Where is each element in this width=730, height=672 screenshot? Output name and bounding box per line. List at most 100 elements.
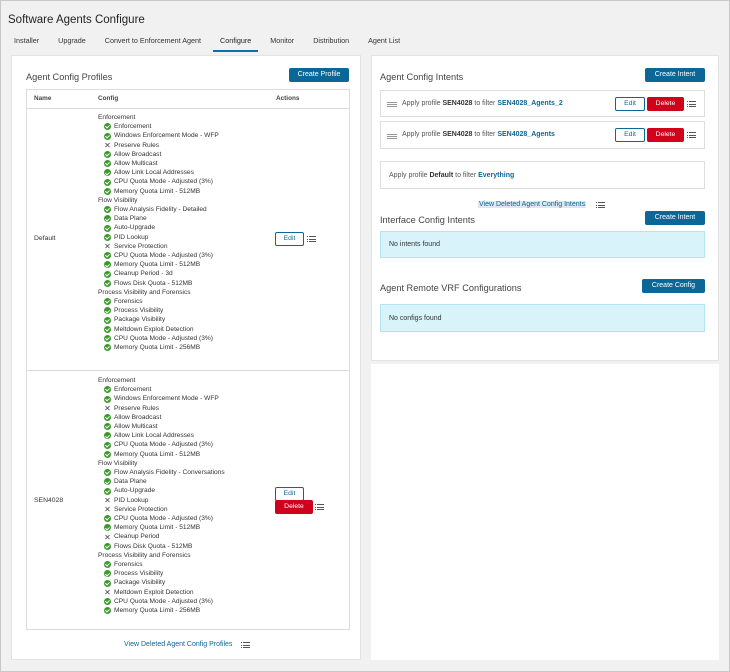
config-item-label: Allow Broadcast	[114, 413, 162, 421]
config-item-label: CPU Quota Mode - Adjusted (3%)	[114, 597, 213, 605]
config-section-title: Flow Visibility	[98, 196, 138, 204]
config-item: CPU Quota Mode - Adjusted (3%)	[98, 251, 219, 260]
config-item: CPU Quota Mode - Adjusted (3%)	[98, 177, 219, 186]
config-item: Allow Broadcast	[98, 413, 225, 422]
check-circle-icon	[104, 325, 111, 333]
check-circle-icon	[104, 386, 111, 394]
config-item: Memory Quota Limit - 512MB	[98, 187, 219, 196]
check-circle-icon	[104, 423, 111, 431]
config-item-label: Service Protection	[114, 505, 168, 513]
x-icon: ✕	[104, 241, 111, 251]
config-item-label: Memory Quota Limit - 256MB	[114, 344, 201, 352]
edit-profile-default-button[interactable]: Edit	[275, 232, 304, 246]
config-item: Package Visibility	[98, 315, 219, 324]
tab-configure[interactable]: Configure	[213, 36, 259, 52]
config-item-label: Auto-Upgrade	[114, 487, 156, 495]
check-circle-icon	[104, 298, 111, 306]
config-item: Enforcement	[98, 385, 225, 394]
config-item: Allow Multicast	[98, 422, 225, 431]
x-icon: ✕	[104, 495, 111, 505]
tab-upgrade[interactable]: Upgrade	[58, 36, 86, 45]
view-deleted-intents-link[interactable]: View Deleted Agent Config Intents	[478, 201, 587, 208]
config-item-label: Process Visibility	[114, 307, 164, 315]
check-circle-icon	[104, 279, 111, 287]
check-circle-icon	[104, 169, 111, 177]
create-intent-button[interactable]: Create Intent	[645, 68, 705, 82]
edit-intent-button[interactable]: Edit	[615, 97, 645, 111]
intent-menu-icon[interactable]	[687, 101, 696, 107]
config-item-label: Enforcement	[114, 123, 152, 131]
config-item: ✕ Preserve Rules	[98, 141, 219, 150]
view-deleted-profiles-label: View Deleted Agent Config Profiles	[124, 641, 233, 648]
config-item-label: CPU Quota Mode - Adjusted (3%)	[114, 252, 213, 260]
config-item-label: PID Lookup	[114, 233, 149, 241]
config-item-label: Allow Link Local Addresses	[114, 169, 194, 177]
config-item: Meltdown Exploit Detection	[98, 325, 219, 334]
create-profile-button[interactable]: Create Profile	[289, 68, 349, 82]
view-deleted-intents-label: View Deleted Agent Config Intents	[479, 201, 586, 208]
row-menu-icon[interactable]	[315, 504, 324, 510]
config-item-label: Package Visibility	[114, 316, 166, 324]
tab-monitor[interactable]: Monitor	[270, 36, 295, 45]
view-deleted-profiles-link[interactable]: View Deleted Agent Config Profiles	[124, 641, 232, 648]
config-item-label: Flows Disk Quota - 512MB	[114, 279, 193, 287]
default-intent: Apply profile Default to filter Everythi…	[380, 161, 705, 189]
check-circle-icon	[104, 132, 111, 140]
tab-installer[interactable]: Installer	[14, 36, 40, 45]
drag-handle-icon[interactable]	[387, 102, 397, 107]
config-item: Enforcement	[98, 122, 219, 131]
config-item: Auto-Upgrade	[98, 486, 225, 495]
config-item: ✕ Service Protection	[98, 505, 225, 514]
delete-intent-button[interactable]: Delete	[647, 128, 684, 142]
check-circle-icon	[104, 450, 111, 458]
col-config: Config	[98, 95, 119, 102]
intent-text: Apply profile SEN4028 to filter SEN4028_…	[402, 131, 555, 138]
config-item-label: Preserve Rules	[114, 141, 160, 149]
config-item-label: Windows Enforcement Mode - WFP	[114, 132, 219, 140]
profile-config-sen4028: Enforcement Enforcement Windows Enforcemen…	[98, 376, 225, 615]
delete-profile-sen4028-button[interactable]: Delete	[275, 500, 313, 514]
check-circle-icon	[104, 178, 111, 186]
check-circle-icon	[104, 469, 111, 477]
check-circle-icon	[104, 206, 111, 214]
col-actions: Actions	[276, 95, 300, 102]
edit-profile-sen4028-button[interactable]: Edit	[275, 487, 304, 501]
config-item-label: Service Protection	[114, 242, 168, 250]
config-item: ✕ Service Protection	[98, 242, 219, 251]
config-section-title: Enforcement	[98, 114, 136, 121]
list-icon	[241, 642, 250, 648]
tab-agent-list[interactable]: Agent List	[368, 36, 401, 45]
config-item-label: Allow Link Local Addresses	[114, 432, 194, 440]
drag-handle-icon[interactable]	[387, 134, 397, 139]
config-item: Auto-Upgrade	[98, 223, 219, 232]
create-interface-intent-button[interactable]: Create Intent	[645, 211, 705, 225]
config-item: Allow Broadcast	[98, 150, 219, 159]
intent-menu-icon[interactable]	[687, 132, 696, 138]
x-icon: ✕	[104, 140, 111, 150]
config-item-label: CPU Quota Mode - Adjusted (3%)	[114, 178, 213, 186]
tab-distribution[interactable]: Distribution	[313, 36, 350, 45]
config-item-label: PID Lookup	[114, 496, 149, 504]
config-item: Flows Disk Quota - 512MB	[98, 542, 225, 551]
config-item: Forensics	[98, 297, 219, 306]
delete-intent-button[interactable]: Delete	[647, 97, 684, 111]
config-item: ✕ Preserve Rules	[98, 404, 225, 413]
config-item-label: Auto-Upgrade	[114, 224, 156, 232]
tab-bar: Installer Upgrade Convert to Enforcement…	[8, 36, 412, 52]
edit-intent-button[interactable]: Edit	[615, 128, 645, 142]
profiles-panel	[11, 55, 361, 660]
check-circle-icon	[104, 123, 111, 131]
create-config-button[interactable]: Create Config	[642, 279, 705, 293]
tab-convert[interactable]: Convert to Enforcement Agent	[104, 36, 202, 45]
check-circle-icon	[104, 515, 111, 523]
config-item: Memory Quota Limit - 256MB	[98, 606, 225, 615]
config-item: Process Visibility	[98, 306, 219, 315]
row-menu-icon[interactable]	[307, 236, 316, 242]
config-item-label: Allow Multicast	[114, 160, 158, 168]
config-item: Allow Multicast	[98, 159, 219, 168]
config-item: Allow Link Local Addresses	[98, 168, 219, 177]
check-circle-icon	[104, 395, 111, 403]
check-circle-icon	[104, 344, 111, 352]
x-icon: ✕	[104, 587, 111, 597]
check-circle-icon	[104, 524, 111, 532]
